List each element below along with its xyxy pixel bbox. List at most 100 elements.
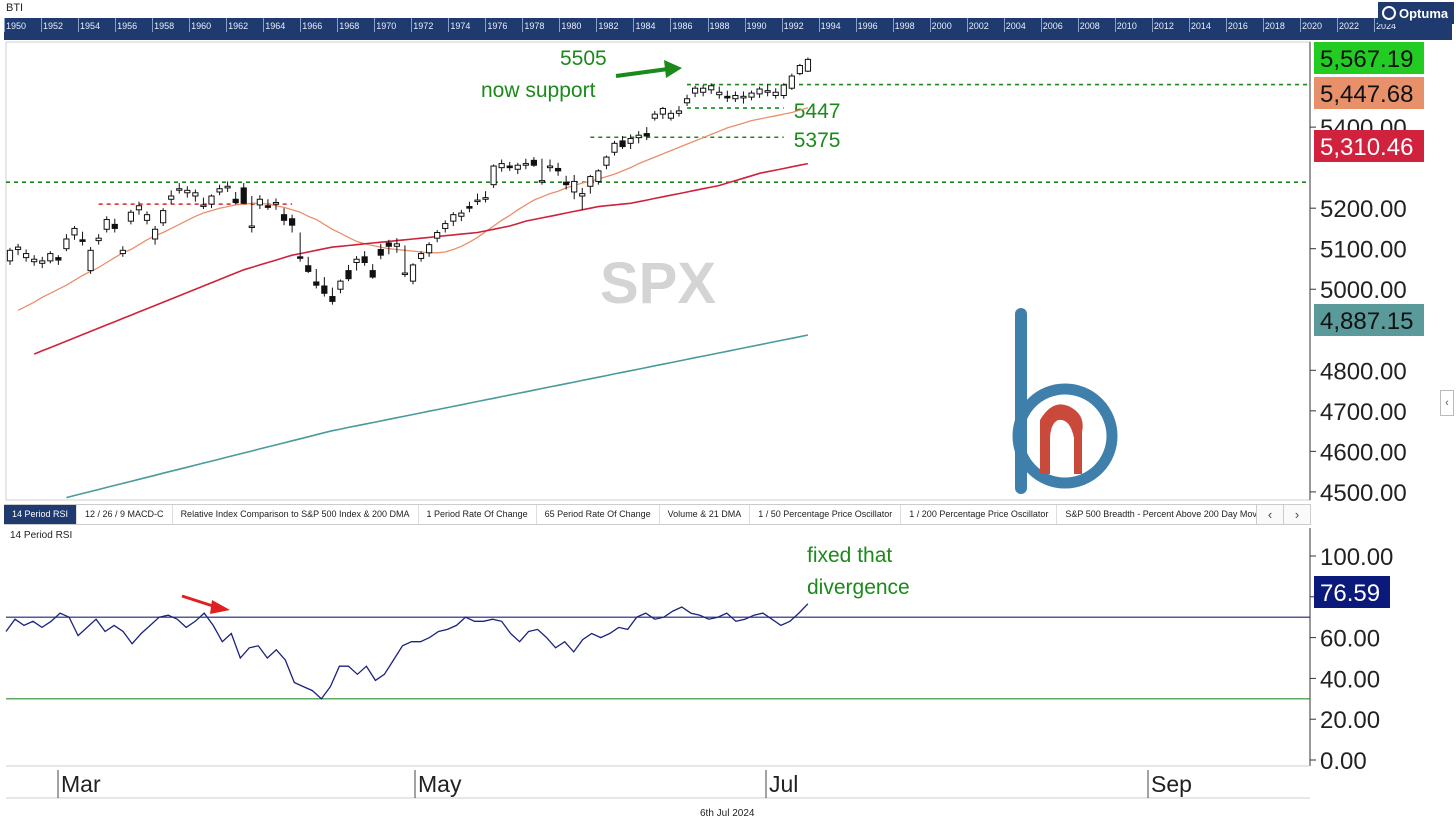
timeline-year: 1998: [894, 21, 915, 31]
candle-body: [490, 165, 497, 186]
x-tick-label: Jul: [769, 771, 798, 797]
timeline-tick: [300, 18, 302, 32]
timeline-year: 2018: [1264, 21, 1285, 31]
candle-body: [442, 223, 449, 229]
divergence-arrow-shaft: [181, 594, 217, 609]
timeline-year: 1990: [746, 21, 767, 31]
timeline-year: 2012: [1153, 21, 1174, 31]
candle-body: [458, 212, 465, 217]
candle-body: [466, 206, 473, 209]
timeline-year: 1994: [820, 21, 841, 31]
candle-body: [619, 140, 626, 148]
candle-body: [635, 134, 642, 139]
timeline-tick: [1188, 18, 1190, 32]
sma50-line: [33, 162, 809, 355]
candle-body: [417, 253, 425, 259]
candle-body: [47, 253, 54, 262]
candle-body: [393, 243, 400, 247]
candle-body: [611, 142, 618, 153]
timeline-navigator[interactable]: 1950 1952 1954 1956 1958 1960 1962 1964 1966 1968…: [4, 18, 1452, 40]
brand-name: Optuma: [1399, 5, 1449, 21]
brand-logo: Optuma: [1378, 2, 1454, 24]
timeline-year: 2010: [1116, 21, 1137, 31]
candle-body: [554, 167, 562, 172]
candle-body: [675, 110, 683, 114]
timeline-tick: [818, 18, 820, 32]
indicator-tab[interactable]: 14 Period RSI: [4, 505, 78, 524]
candle-body: [796, 65, 803, 75]
timeline-year: 1970: [376, 21, 397, 31]
candle-body: [14, 246, 22, 251]
timeline-tick: [1114, 18, 1116, 32]
timeline-tick: [670, 18, 672, 32]
timeline-year: 2008: [1079, 21, 1100, 31]
indicator-tab[interactable]: 12 / 26 / 9 MACD-C: [77, 505, 173, 524]
collapse-panel-handle[interactable]: ‹: [1440, 390, 1454, 416]
candle-body: [176, 188, 183, 191]
timeline-tick: [4, 18, 5, 32]
price-ytick-label: 4500.00: [1320, 480, 1407, 507]
candle-body: [700, 87, 707, 93]
timeline-tick: [1077, 18, 1079, 32]
candle-body: [160, 210, 167, 224]
price-tag-box: [1314, 42, 1424, 74]
candle-body: [450, 214, 457, 222]
indicator-tab[interactable]: S&P 500 Breadth - Percent Above 200 Day …: [1057, 505, 1310, 524]
price-ytick-label: 4700.00: [1320, 399, 1407, 426]
candle-body: [87, 249, 94, 272]
timeline-year: 1964: [265, 21, 286, 31]
annotation-now-support: now support: [481, 79, 596, 102]
candle-body: [764, 90, 771, 93]
candle-body: [127, 211, 135, 222]
indicator-tabs: 14 Period RSI 12 / 26 / 9 MACD-C Relative …: [4, 504, 1310, 525]
candle-body: [667, 112, 675, 119]
candle-body: [377, 249, 384, 256]
candle-body: [683, 98, 691, 104]
indicator-tab[interactable]: 1 / 50 Percentage Price Oscillator: [750, 505, 902, 524]
price-ytick-label: 5100.00: [1320, 237, 1407, 264]
candle-body: [79, 239, 86, 242]
candle-body: [23, 253, 30, 259]
candle-body: [329, 296, 336, 302]
timeline-tick: [263, 18, 265, 32]
logo-r-icon: [1040, 404, 1083, 474]
timeline-year: 1958: [154, 21, 175, 31]
candle-body: [103, 219, 110, 230]
timeline-year: 1962: [228, 21, 249, 31]
indicator-tab[interactable]: 1 Period Rate Of Change: [419, 505, 537, 524]
price-ytick-label: 4600.00: [1320, 439, 1407, 466]
rsi-panel-title: 14 Period RSI: [10, 530, 73, 541]
timeline-tick: [855, 18, 857, 32]
timeline-year: 2024: [1376, 21, 1397, 31]
price-tag-box: [1314, 77, 1424, 109]
timeline-year: 1966: [302, 21, 323, 31]
timeline-year: 2016: [1227, 21, 1248, 31]
candle-body: [297, 256, 304, 259]
indicator-tab[interactable]: 65 Period Rate Of Change: [537, 505, 660, 524]
candle-body: [716, 91, 723, 96]
timeline-year: 2022: [1338, 21, 1359, 31]
indicator-tab[interactable]: Volume & 21 DMA: [660, 505, 751, 524]
divergence-arrow-head: [210, 600, 230, 614]
candle-body: [345, 270, 352, 280]
timeline-tick: [41, 18, 43, 32]
candle-body: [571, 180, 578, 193]
indicator-tab[interactable]: 1 / 200 Percentage Price Oscillator: [901, 505, 1058, 524]
candle-body: [71, 227, 78, 236]
tabs-prev-button[interactable]: ‹: [1256, 504, 1284, 525]
candle-body: [724, 95, 731, 99]
candle-body: [708, 85, 715, 91]
sma21-line: [17, 107, 809, 311]
candle-body: [643, 133, 650, 137]
candle-body: [482, 197, 489, 200]
timeline-year: 2000: [931, 21, 952, 31]
timeline-tick: [929, 18, 931, 32]
timeline-year: 1952: [43, 21, 64, 31]
footer-date: 6th Jul 2024: [700, 808, 755, 819]
tabs-next-button[interactable]: ›: [1283, 504, 1311, 525]
indicator-tab[interactable]: Relative Index Comparison to S&P 500 Ind…: [173, 505, 419, 524]
timeline-year: 2020: [1301, 21, 1322, 31]
candle-body: [256, 198, 263, 206]
candle-body: [401, 272, 409, 276]
